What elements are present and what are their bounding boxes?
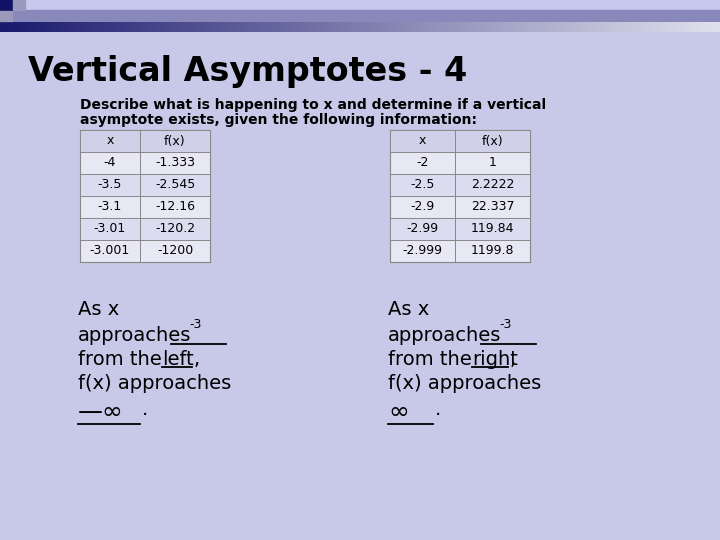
Text: 1199.8: 1199.8 [471, 245, 514, 258]
Text: -3: -3 [189, 318, 202, 331]
Bar [13, 0, 25, 10]
Bar [80, 174, 210, 196]
Text: right: right [472, 350, 518, 369]
Text: -3.01: -3.01 [94, 222, 126, 235]
Text: approaches: approaches [78, 326, 192, 345]
Text: 22.337: 22.337 [471, 200, 514, 213]
Text: -2: -2 [416, 157, 428, 170]
Text: x: x [107, 134, 114, 147]
Bar [80, 130, 210, 152]
Text: 2.2222: 2.2222 [471, 179, 514, 192]
Text: 119.84: 119.84 [471, 222, 514, 235]
Text: -1200: -1200 [157, 245, 193, 258]
Text: -1.333: -1.333 [155, 157, 195, 170]
Bar [390, 218, 530, 240]
Text: x: x [419, 134, 426, 147]
Text: from the: from the [388, 350, 472, 369]
Bar [0, 0, 720, 10]
Bar [0, 0, 12, 10]
Text: -2.545: -2.545 [155, 179, 195, 192]
Text: -2.99: -2.99 [406, 222, 438, 235]
Text: -4: -4 [104, 157, 116, 170]
Text: f(x): f(x) [482, 134, 503, 147]
Text: -2.5: -2.5 [410, 179, 435, 192]
Text: f(x) approaches: f(x) approaches [388, 374, 541, 393]
Text: -3.5: -3.5 [98, 179, 122, 192]
Text: ,: , [510, 350, 516, 369]
Text: As x: As x [78, 300, 120, 319]
Text: -2.999: -2.999 [402, 245, 443, 258]
Text: -3: -3 [499, 318, 511, 331]
Bar [390, 174, 530, 196]
Bar [390, 130, 530, 262]
Text: ∞: ∞ [388, 400, 409, 424]
Text: -3.1: -3.1 [98, 200, 122, 213]
Text: approaches: approaches [388, 326, 501, 345]
Bar [0, 11, 12, 21]
Bar [390, 130, 530, 152]
Text: —∞: —∞ [78, 400, 124, 424]
Text: ,: , [194, 350, 200, 369]
Bar [0, 10, 720, 22]
Text: left: left [162, 350, 194, 369]
Text: from the: from the [78, 350, 162, 369]
Text: asymptote exists, given the following information:: asymptote exists, given the following in… [80, 113, 477, 127]
Text: f(x) approaches: f(x) approaches [78, 374, 231, 393]
Text: -12.16: -12.16 [155, 200, 195, 213]
Text: Vertical Asymptotes - 4: Vertical Asymptotes - 4 [28, 56, 467, 89]
Bar [80, 218, 210, 240]
Bar [80, 130, 210, 262]
Text: -3.001: -3.001 [90, 245, 130, 258]
Text: -2.9: -2.9 [410, 200, 435, 213]
Text: 1: 1 [489, 157, 496, 170]
Text: Describe what is happening to x and determine if a vertical: Describe what is happening to x and dete… [80, 98, 546, 112]
Text: .: . [435, 400, 441, 419]
Text: .: . [142, 400, 148, 419]
Text: f(x): f(x) [164, 134, 186, 147]
Text: -120.2: -120.2 [155, 222, 195, 235]
Text: As x: As x [388, 300, 429, 319]
